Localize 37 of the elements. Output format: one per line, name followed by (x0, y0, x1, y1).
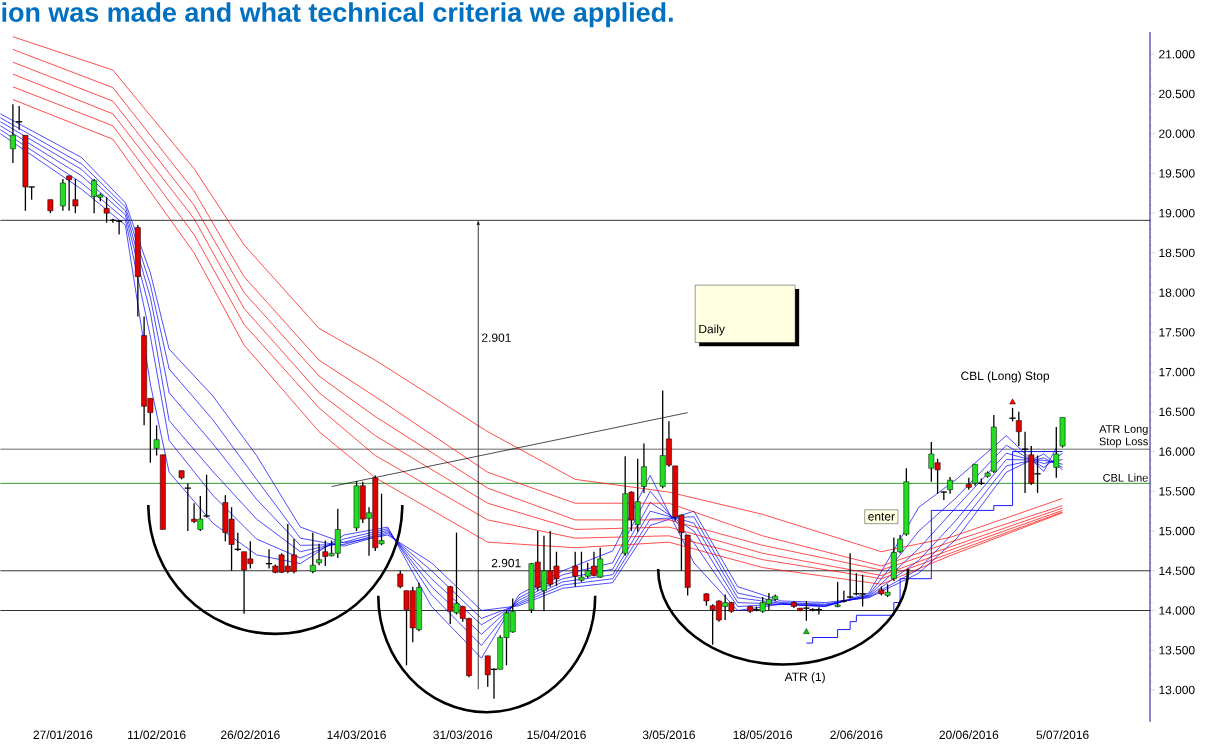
annotation: enter (868, 512, 895, 521)
y-tick-label: 15.000 (1159, 526, 1195, 536)
annotation: 2.901 (491, 558, 521, 568)
x-tick-label: 20/06/2016 (939, 730, 999, 740)
x-tick-label: 14/03/2016 (327, 730, 386, 740)
y-tick-label: 18.000 (1159, 288, 1195, 297)
annotation: 2.901 (482, 333, 511, 343)
y-tick-label: 14.000 (1159, 606, 1195, 615)
x-tick-label: 2/06/2016 (830, 730, 883, 740)
y-tick-label: 19.000 (1159, 209, 1195, 218)
y-tick-label: 17.500 (1159, 328, 1195, 337)
y-tick-label: 15.500 (1159, 487, 1195, 496)
y-tick-label: 16.500 (1159, 407, 1195, 417)
x-tick-label: 15/04/2016 (527, 730, 586, 740)
annotation: CBL (Long) Stop (961, 371, 1050, 383)
ref-line-label: ATR Long Stop Loss (1099, 425, 1148, 448)
y-tick-label: 14.500 (1159, 566, 1195, 576)
annotation: Daily (699, 324, 725, 336)
ref-line-label: CBL Line (1103, 473, 1148, 482)
x-tick-label: 18/05/2016 (733, 730, 793, 740)
chart-title: ion was made and what technical criteria we applied. (2, 2, 673, 28)
annotation: ATR (1) (784, 672, 825, 684)
x-tick-label: 3/05/2016 (642, 730, 695, 740)
x-tick-label: 5/07/2016 (1036, 730, 1089, 740)
x-tick-label: 11/02/2016 (128, 730, 186, 740)
y-tick-label: 17.000 (1159, 368, 1195, 377)
x-tick-label: 31/03/2016 (433, 730, 493, 740)
y-tick-label: 21.000 (1159, 50, 1195, 59)
y-tick-label: 20.000 (1159, 129, 1195, 139)
y-tick-label: 13.000 (1159, 685, 1195, 695)
x-tick-label: 27/01/2016 (33, 730, 93, 740)
x-tick-label: 26/02/2016 (221, 730, 280, 740)
y-tick-label: 19.500 (1159, 169, 1195, 178)
y-tick-label: 16.000 (1159, 447, 1195, 456)
y-tick-label: 18.500 (1159, 248, 1195, 258)
y-tick-label: 20.500 (1159, 89, 1195, 99)
y-tick-label: 13.500 (1159, 646, 1195, 655)
